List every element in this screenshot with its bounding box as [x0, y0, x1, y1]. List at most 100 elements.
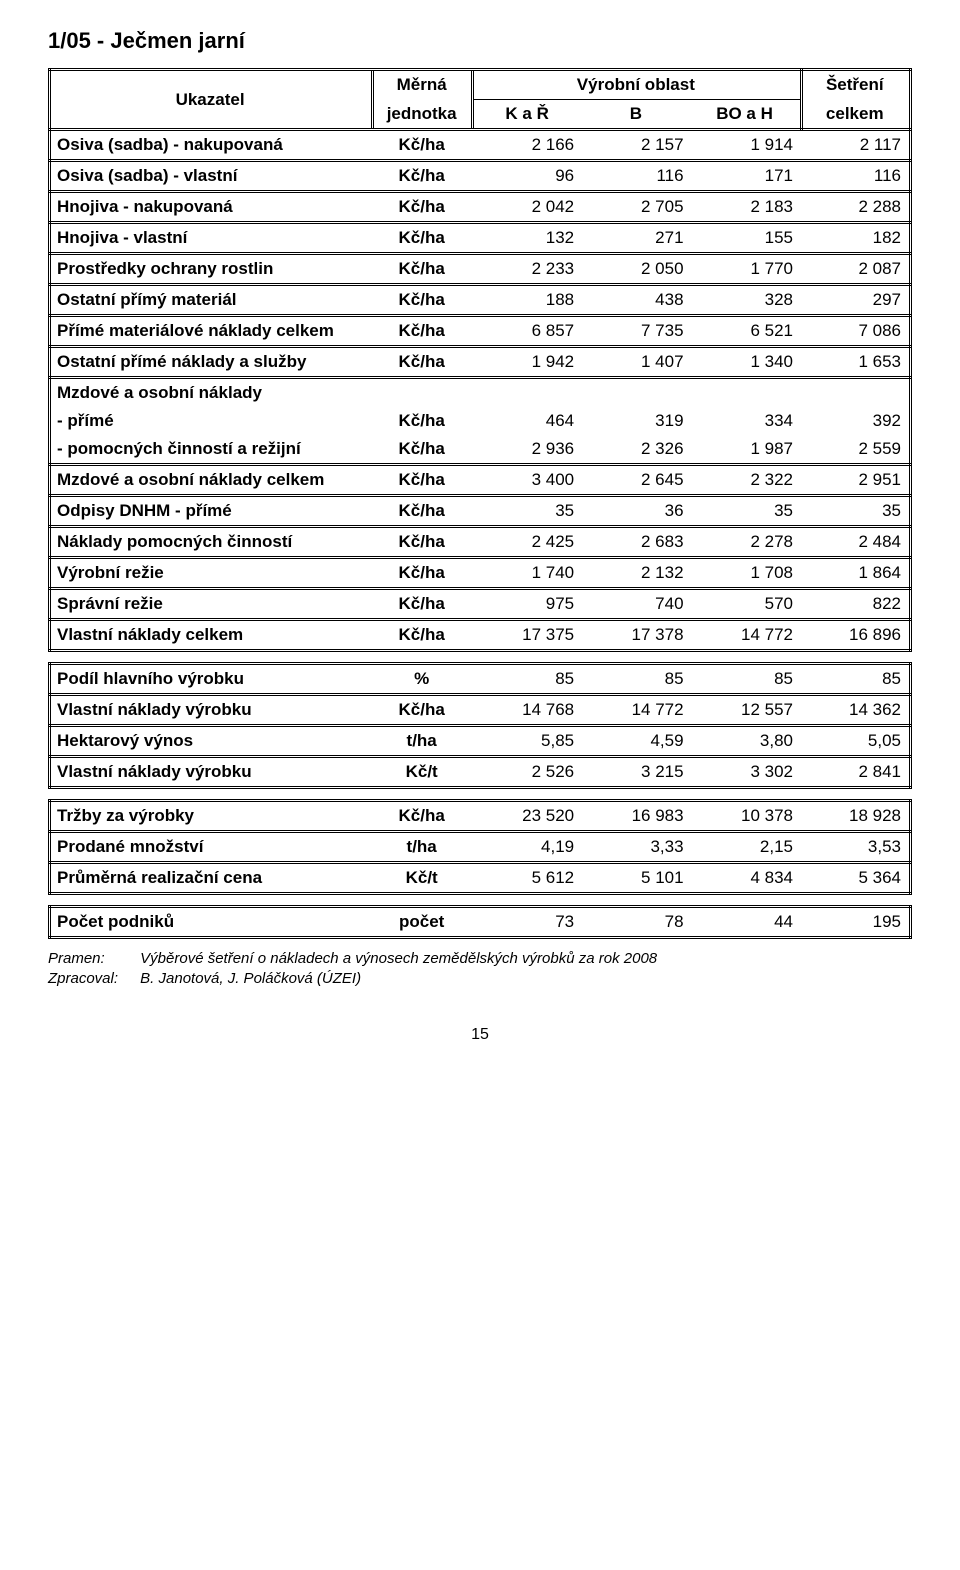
row-val: 14 772 [692, 620, 801, 651]
table-row: - přímé Kč/ha 464 319 334 392 [50, 407, 911, 435]
row-val: 1 987 [692, 435, 801, 465]
row-val: 2 683 [582, 527, 691, 558]
row-val: 116 [801, 161, 910, 192]
row-val: 2 042 [473, 192, 582, 223]
row-val: 188 [473, 285, 582, 316]
row-val: 2 951 [801, 465, 910, 496]
row-val: 4,59 [582, 726, 691, 757]
row-label: Vlastní náklady výrobku [50, 757, 373, 788]
row-unit: % [373, 664, 473, 695]
row-val: 16 983 [582, 801, 691, 832]
row-unit: Kč/t [373, 863, 473, 894]
row-val: 438 [582, 285, 691, 316]
row-label: Hektarový výnos [50, 726, 373, 757]
row-label: Osiva (sadba) - vlastní [50, 161, 373, 192]
row-val: 2 705 [582, 192, 691, 223]
row-val: 464 [473, 407, 582, 435]
table-row: - pomocných činností a režijní Kč/ha 2 9… [50, 435, 911, 465]
row-unit: Kč/ha [373, 130, 473, 161]
row-val [801, 378, 910, 408]
table-row: Odpisy DNHM - přímé Kč/ha 35 36 35 35 [50, 496, 911, 527]
row-val: 14 768 [473, 695, 582, 726]
row-val: 195 [801, 907, 911, 938]
hdr-vyrobni: Výrobní oblast [473, 70, 801, 100]
row-val: 2 087 [801, 254, 910, 285]
row-val: 96 [473, 161, 582, 192]
table-row: Prodané množství t/ha 4,19 3,33 2,15 3,5… [50, 832, 911, 863]
row-label: Tržby za výrobky [50, 801, 373, 832]
row-label: Výrobní režie [50, 558, 373, 589]
row-val: 85 [473, 664, 582, 695]
row-val: 2 645 [582, 465, 691, 496]
row-val: 85 [801, 664, 911, 695]
row-label: Ostatní přímý materiál [50, 285, 373, 316]
hdr-boah: BO a H [692, 100, 801, 130]
row-label: - přímé [50, 407, 373, 435]
row-val: 1 864 [801, 558, 910, 589]
row-val: 4,19 [473, 832, 582, 863]
hdr-merna-top: Měrná [373, 70, 473, 100]
row-val: 5,85 [473, 726, 582, 757]
table-row: Tržby za výrobky Kč/ha 23 520 16 983 10 … [50, 801, 911, 832]
table-row: Hnojiva - nakupovaná Kč/ha 2 042 2 705 2… [50, 192, 911, 223]
table-row: Podíl hlavního výrobku % 85 85 85 85 [50, 664, 911, 695]
table-row: Osiva (sadba) - nakupovaná Kč/ha 2 166 2… [50, 130, 911, 161]
row-unit: Kč/ha [373, 435, 473, 465]
row-val: 6 521 [692, 316, 801, 347]
row-val: 3 400 [473, 465, 582, 496]
row-val: 6 857 [473, 316, 582, 347]
row-val: 334 [692, 407, 801, 435]
table-row: Průměrná realizační cena Kč/t 5 612 5 10… [50, 863, 911, 894]
row-val: 2,15 [692, 832, 801, 863]
row-val: 822 [801, 589, 910, 620]
block-gap [48, 789, 912, 799]
footer-zpracoval-label: Zpracoval: [48, 969, 136, 989]
row-val: 2 166 [473, 130, 582, 161]
row-val: 3,80 [692, 726, 801, 757]
row-val: 2 841 [801, 757, 911, 788]
row-val: 3 302 [692, 757, 801, 788]
row-val: 5,05 [801, 726, 911, 757]
row-val: 17 375 [473, 620, 582, 651]
table-row: Vlastní náklady celkem Kč/ha 17 375 17 3… [50, 620, 911, 651]
row-unit: Kč/ha [373, 254, 473, 285]
row-val: 2 936 [473, 435, 582, 465]
row-val: 18 928 [801, 801, 911, 832]
row-unit: Kč/ha [373, 161, 473, 192]
row-unit: Kč/ha [373, 465, 473, 496]
row-val: 2 233 [473, 254, 582, 285]
row-val: 12 557 [692, 695, 801, 726]
row-label: Hnojiva - vlastní [50, 223, 373, 254]
row-val [582, 378, 691, 408]
hdr-setreni-top: Šetření [801, 70, 910, 100]
row-label: Mzdové a osobní náklady [50, 378, 373, 408]
row-val: 2 157 [582, 130, 691, 161]
row-unit: Kč/ha [373, 496, 473, 527]
row-val: 1 770 [692, 254, 801, 285]
row-val: 5 364 [801, 863, 911, 894]
row-label: Přímé materiálové náklady celkem [50, 316, 373, 347]
row-val [692, 378, 801, 408]
page: 1/05 - Ječmen jarní Ukazatel Měrná Výrob… [0, 0, 960, 1064]
row-unit: Kč/ha [373, 695, 473, 726]
row-val: 171 [692, 161, 801, 192]
row-label: Hnojiva - nakupovaná [50, 192, 373, 223]
hdr-ukazatel: Ukazatel [50, 70, 373, 130]
row-label: - pomocných činností a režijní [50, 435, 373, 465]
row-label: Podíl hlavního výrobku [50, 664, 373, 695]
row-val: 2 526 [473, 757, 582, 788]
row-label: Prostředky ochrany rostlin [50, 254, 373, 285]
table-row: Hektarový výnos t/ha 5,85 4,59 3,80 5,05 [50, 726, 911, 757]
table-row: Hnojiva - vlastní Kč/ha 132 271 155 182 [50, 223, 911, 254]
row-label: Osiva (sadba) - nakupovaná [50, 130, 373, 161]
row-val: 1 407 [582, 347, 691, 378]
table-header-row1: Ukazatel Měrná Výrobní oblast Šetření [50, 70, 911, 100]
row-label: Ostatní přímé náklady a služby [50, 347, 373, 378]
row-unit: t/ha [373, 832, 473, 863]
table-row: Ostatní přímý materiál Kč/ha 188 438 328… [50, 285, 911, 316]
row-unit: Kč/ha [373, 589, 473, 620]
row-val: 740 [582, 589, 691, 620]
row-label: Vlastní náklady výrobku [50, 695, 373, 726]
row-label: Prodané množství [50, 832, 373, 863]
row-val: 271 [582, 223, 691, 254]
